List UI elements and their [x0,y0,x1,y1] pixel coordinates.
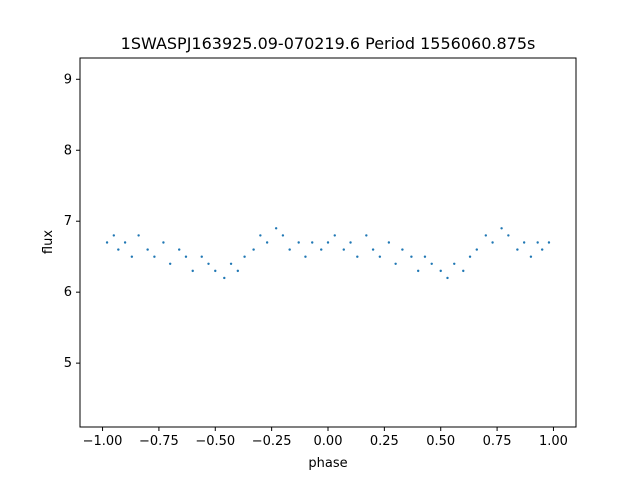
data-point [311,241,314,244]
data-point [236,269,240,273]
data-point [430,262,433,265]
x-tick-label: 0.25 [370,434,399,449]
data-point [304,255,307,258]
data-point [484,234,488,237]
data-point [536,241,539,244]
data-point [500,227,503,230]
y-tick-label: 5 [64,356,72,371]
data-point [178,248,181,251]
data-point [117,248,120,251]
data-point [184,255,188,258]
data-point [162,241,165,244]
data-point [274,227,278,230]
data-point [168,262,172,265]
data-point [394,262,397,265]
data-point [137,234,140,237]
data-point [507,234,510,237]
data-point [378,255,382,258]
data-point [446,276,449,280]
y-tick-label: 9 [64,72,72,87]
x-tick-label: 0.50 [426,434,455,449]
data-point [356,255,359,258]
data-point [281,234,285,237]
data-point [371,248,375,251]
scatter-points [105,227,551,280]
data-point [105,241,109,244]
data-point [259,234,262,237]
data-point [123,241,127,244]
y-tick-label: 6 [64,285,72,300]
data-point [540,248,544,251]
data-point [522,241,526,244]
data-point [223,276,226,280]
data-point [475,248,478,251]
data-point [288,248,291,251]
x-tick-label: −0.75 [139,434,179,449]
y-axis: 5 6 7 8 9 [64,72,80,371]
data-point [333,234,336,237]
data-point [146,248,149,251]
x-tick-label: 1.00 [539,434,568,449]
data-point [191,269,194,273]
data-point [365,234,368,237]
data-point [326,241,330,244]
y-tick-label: 7 [64,214,72,229]
data-point [214,269,217,273]
x-tick-label: −1.00 [83,434,123,449]
data-point [243,255,246,258]
data-point [462,269,465,273]
data-point [297,241,300,244]
data-point [416,269,420,273]
data-point [229,262,233,265]
data-point [423,255,427,258]
data-point [547,241,551,244]
y-axis-label: flux [41,230,56,254]
data-point [112,234,116,237]
data-point [516,248,519,251]
x-tick-label: 0.75 [483,434,512,449]
chart-title: 1SWASPJ163925.09-070219.6 Period 1556060… [121,34,536,53]
data-point [207,262,210,265]
x-tick-label: −0.25 [252,434,292,449]
data-point [387,241,391,244]
data-point [349,241,352,244]
data-point [410,255,413,258]
y-tick-label: 8 [64,143,72,158]
data-point [153,255,156,258]
x-axis: −1.00 −0.75 −0.50 −0.25 0.00 0.25 0.50 0.75 1.00 [83,427,568,449]
data-point [200,255,203,258]
x-tick-label: −0.50 [195,434,235,449]
data-point [468,255,472,258]
data-point [252,248,255,251]
data-point [320,248,323,251]
x-axis-label: phase [308,456,347,471]
data-point [529,255,533,258]
data-point [265,241,269,244]
data-point [401,248,404,251]
data-point [342,248,345,251]
data-point [491,241,494,244]
data-point [130,255,134,258]
x-tick-label: 0.00 [314,434,343,449]
data-point [453,262,456,265]
data-point [439,269,442,273]
